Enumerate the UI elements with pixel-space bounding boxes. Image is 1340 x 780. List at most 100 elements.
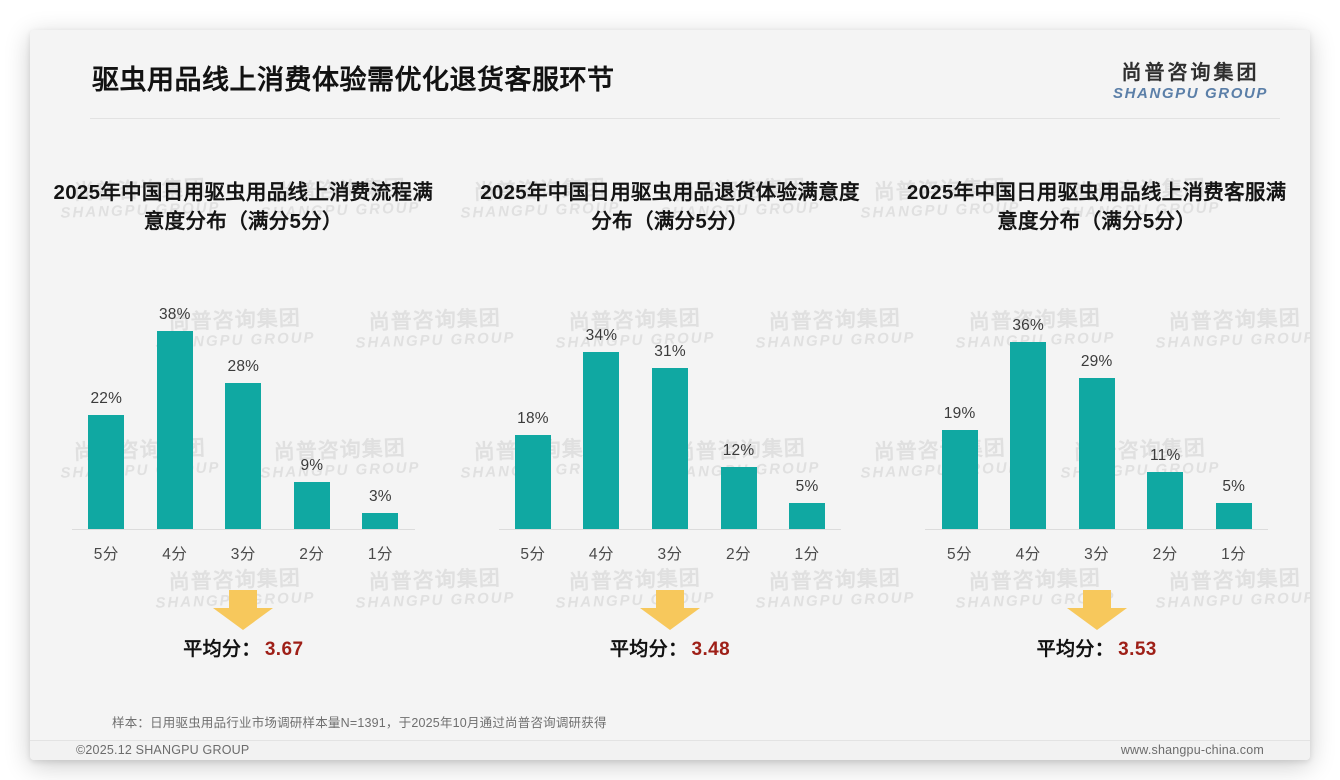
- bar-slot: 19%: [925, 279, 994, 530]
- average-score-text: 平均分： 3.53: [1037, 634, 1157, 661]
- x-axis-tick-labels: 5分 4分 3分 2分 1分: [925, 530, 1268, 564]
- slide-card: 尚普咨询集团 SHANGPU GROUP 尚普咨询集团 SHANGPU GROUP 尚普…: [30, 30, 1310, 760]
- bar[interactable]: [362, 513, 399, 530]
- arrow-down-icon: [638, 588, 702, 637]
- bar-slot: 34%: [567, 279, 636, 530]
- average-score-block: 平均分： 3.53: [891, 588, 1302, 698]
- x-axis-tick-label: 3分: [657, 546, 683, 564]
- average-score-block: 平均分： 3.67: [38, 588, 449, 698]
- x-axis-tick-labels: 5分 4分 3分 2分 1分: [499, 530, 842, 564]
- bar-group: 19% 36% 29% 11% 5%: [925, 279, 1268, 530]
- average-score-label: 平均分：: [183, 639, 261, 661]
- bar[interactable]: [225, 383, 262, 530]
- bar-value-label: 22%: [90, 390, 123, 408]
- average-score-block: 平均分： 3.48: [465, 588, 876, 698]
- bar-slot: 11%: [1131, 279, 1200, 530]
- bar-value-label: 11%: [1149, 447, 1181, 465]
- chart-plot-area: 18% 34% 31% 12% 5%: [498, 279, 842, 531]
- bar-slot: 29%: [1062, 279, 1131, 530]
- bar[interactable]: [514, 435, 551, 530]
- bar[interactable]: [1147, 472, 1184, 530]
- brand-logo: 尚普咨询集团 SHANGPU GROUP: [1113, 62, 1268, 103]
- charts-row: 2025年中国日用驱虫用品线上消费流程满意度分布（满分5分） 22% 38% 28% 9…: [30, 148, 1310, 678]
- bar[interactable]: [720, 467, 757, 530]
- bar-value-label: 38%: [158, 306, 191, 324]
- x-axis-tick-label: 3分: [230, 546, 256, 564]
- x-axis-tick-label: 4分: [1015, 546, 1041, 564]
- average-score-value: 3.67: [264, 639, 304, 661]
- bar-value-label: 29%: [1080, 353, 1113, 371]
- chart-title: 2025年中国日用驱虫用品退货体验满意度分布（满分5分）: [480, 181, 860, 234]
- chart-title: 2025年中国日用驱虫用品线上消费客服满意度分布（满分5分）: [906, 181, 1287, 234]
- footer-website: www.shangpu-china.com: [1120, 743, 1264, 757]
- average-score-text: 平均分： 3.48: [610, 634, 730, 661]
- x-axis-tick-label: 2分: [1152, 546, 1178, 564]
- x-axis-tick-label: 1分: [794, 546, 820, 564]
- x-axis-tick-label: 4分: [588, 546, 615, 564]
- x-axis-tick-label: 1分: [1221, 546, 1247, 564]
- x-axis-line: [72, 529, 415, 531]
- x-axis-tick-label: 3分: [1084, 546, 1110, 564]
- brand-logo-cn: 尚普咨询集团: [1121, 62, 1260, 84]
- average-score-label: 平均分：: [1036, 639, 1115, 661]
- bar[interactable]: [1010, 342, 1047, 530]
- header-divider: [90, 118, 1280, 119]
- bar[interactable]: [652, 368, 688, 530]
- bar-value-label: 34%: [585, 327, 618, 345]
- x-axis-tick-label: 2分: [299, 546, 325, 564]
- x-axis-tick-label: 4分: [162, 546, 188, 564]
- bar-slot: 28%: [209, 279, 278, 530]
- x-axis-tick-label: 5分: [93, 546, 119, 564]
- bar-slot: 12%: [704, 279, 773, 530]
- bar[interactable]: [156, 331, 193, 530]
- bar-value-label: 19%: [943, 405, 976, 423]
- x-axis-tick-label: 2分: [725, 546, 752, 564]
- bar[interactable]: [88, 415, 125, 530]
- chart-title: 2025年中国日用驱虫用品线上消费流程满意度分布（满分5分）: [53, 181, 434, 234]
- slide-header: 驱虫用品线上消费体验需优化退货客服环节 尚普咨询集团 SHANGPU GROUP: [30, 30, 1310, 122]
- bar-value-label: 5%: [795, 478, 819, 496]
- bar[interactable]: [583, 352, 620, 530]
- average-score-text: 平均分： 3.67: [183, 634, 303, 661]
- x-axis-tick-label: 5分: [520, 546, 546, 564]
- bar[interactable]: [1078, 378, 1115, 530]
- x-axis-line: [498, 529, 842, 531]
- average-score-value: 3.48: [691, 639, 731, 661]
- bar-slot: 36%: [994, 279, 1063, 530]
- bar-group: 18% 34% 31% 12% 5%: [499, 279, 842, 530]
- bar-slot: 5%: [1199, 279, 1268, 530]
- bar-value-label: 12%: [722, 442, 755, 460]
- footer-divider: [30, 740, 1310, 741]
- slide-footer: [30, 741, 1310, 760]
- arrow-down-icon: [1065, 588, 1129, 637]
- x-axis-line: [925, 529, 1269, 531]
- chart-panel: 2025年中国日用驱虫用品退货体验满意度分布（满分5分） 18% 34% 31% 12%…: [457, 148, 884, 678]
- bar-value-label: 28%: [227, 358, 260, 376]
- bar-value-label: 31%: [654, 343, 686, 361]
- bar[interactable]: [941, 430, 978, 530]
- bar[interactable]: [789, 503, 826, 530]
- x-axis-tick-labels: 5分 4分 3分 2分 1分: [72, 530, 415, 564]
- average-score-value: 3.53: [1118, 639, 1157, 661]
- bar-slot: 18%: [499, 279, 568, 530]
- chart-plot-area: 19% 36% 29% 11% 5%: [925, 279, 1269, 531]
- bar-value-label: 3%: [368, 488, 392, 506]
- bar-slot: 9%: [278, 279, 347, 530]
- chart-plot-area: 22% 38% 28% 9% 3%: [72, 279, 415, 531]
- chart-panel: 2025年中国日用驱虫用品线上消费客服满意度分布（满分5分） 19% 36% 29% 1…: [883, 148, 1310, 678]
- bar-group: 22% 38% 28% 9% 3%: [72, 279, 415, 530]
- bar[interactable]: [1215, 503, 1252, 530]
- arrow-down-icon: [211, 588, 275, 637]
- footnote: 样本：日用驱虫用品行业市场调研样本量N=1391，于2025年10月通过尚普咨询…: [112, 716, 607, 730]
- average-score-label: 平均分：: [609, 639, 688, 661]
- x-axis-tick-label: 5分: [947, 546, 973, 564]
- bar-value-label: 9%: [300, 457, 324, 475]
- page-title: 驱虫用品线上消费体验需优化退货客服环节: [92, 65, 615, 95]
- bar[interactable]: [293, 482, 330, 530]
- bar-value-label: 18%: [517, 410, 549, 428]
- brand-logo-en: SHANGPU GROUP: [1113, 85, 1268, 103]
- footer-copyright: ©2025.12 SHANGPU GROUP: [76, 743, 250, 757]
- bar-slot: 22%: [72, 279, 141, 530]
- bar-slot: 3%: [346, 279, 415, 530]
- bar-value-label: 5%: [1222, 478, 1246, 496]
